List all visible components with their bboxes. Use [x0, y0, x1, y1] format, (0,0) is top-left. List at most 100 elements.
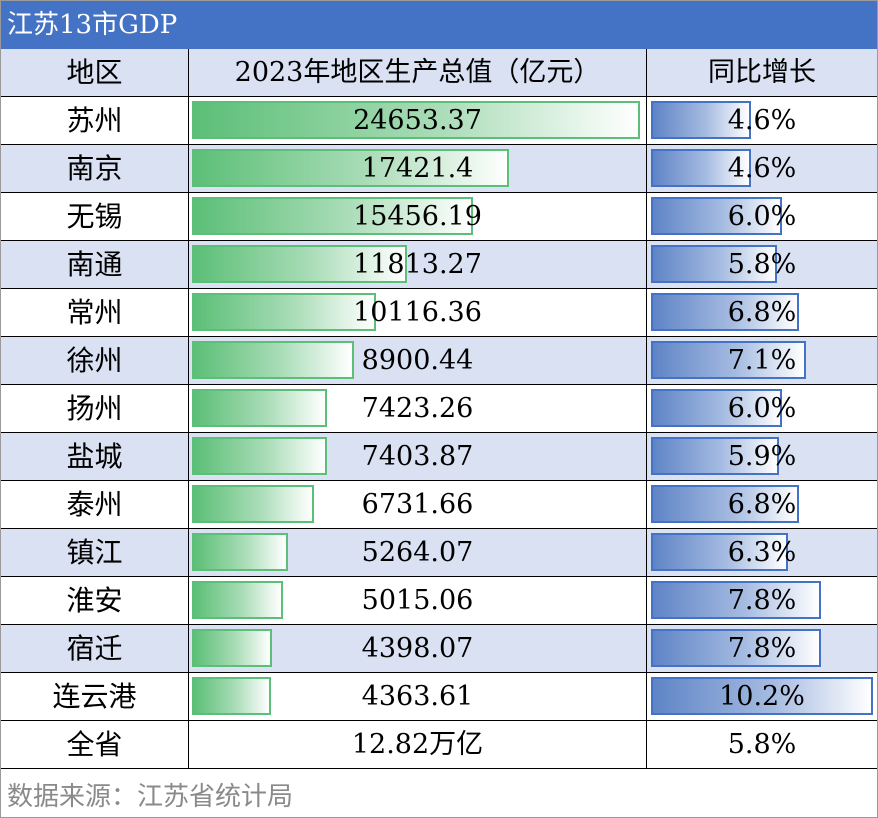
gdp-value: 8900.44	[361, 345, 474, 376]
growth-cell: 6.3%	[647, 529, 877, 577]
gdp-cell: 24653.37	[189, 97, 647, 145]
growth-cell: 7.8%	[647, 625, 877, 673]
gdp-bar	[192, 437, 327, 475]
table-row: 南通 11813.27 5.8%	[1, 241, 877, 289]
growth-bar	[651, 293, 799, 331]
gdp-value: 5264.07	[361, 537, 474, 568]
region-name: 无锡	[66, 200, 123, 233]
growth-bar	[651, 197, 782, 235]
source-note: 数据来源：江苏省统计局	[7, 782, 294, 812]
header-cell-region: 地区	[1, 49, 189, 97]
growth-bar	[651, 101, 751, 139]
table-row: 淮安 5015.06 7.8%	[1, 577, 877, 625]
growth-cell: 10.2%	[647, 673, 877, 721]
growth-bar	[651, 149, 751, 187]
region-name: 淮安	[66, 584, 123, 617]
growth-value: 6.3%	[727, 537, 797, 568]
growth-bar	[651, 485, 799, 523]
table-row: 镇江 5264.07 6.3%	[1, 529, 877, 577]
header-gdp-label: 2023年地区生产总值（亿元）	[234, 57, 601, 88]
growth-value: 6.0%	[727, 393, 797, 424]
gdp-value: 10116.36	[353, 297, 482, 328]
gdp-cell: 4363.61	[189, 673, 647, 721]
total-gdp-value: 12.82万亿	[351, 729, 484, 760]
growth-cell: 4.6%	[647, 97, 877, 145]
region-name: 泰州	[66, 488, 123, 521]
gdp-cell: 5264.07	[189, 529, 647, 577]
region-name: 扬州	[66, 392, 123, 425]
gdp-value: 4363.61	[361, 681, 474, 712]
growth-value: 7.1%	[727, 345, 797, 376]
region-cell: 镇江	[1, 529, 189, 577]
growth-bar	[651, 581, 821, 619]
growth-bar	[651, 629, 821, 667]
gdp-value: 11813.27	[353, 249, 482, 280]
title-bar: 江苏13市GDP	[1, 1, 877, 49]
growth-cell: 6.8%	[647, 481, 877, 529]
header-cell-growth: 同比增长	[647, 49, 877, 97]
region-cell: 南京	[1, 145, 189, 193]
growth-value: 4.6%	[727, 105, 797, 136]
growth-bar	[651, 533, 788, 571]
gdp-cell: 10116.36	[189, 289, 647, 337]
region-cell: 淮安	[1, 577, 189, 625]
gdp-value: 4398.07	[361, 633, 474, 664]
region-cell: 宿迁	[1, 625, 189, 673]
growth-bar	[651, 245, 777, 283]
region-name: 镇江	[66, 536, 123, 569]
gdp-value: 7403.87	[361, 441, 474, 472]
growth-value: 6.8%	[727, 297, 797, 328]
gdp-value: 15456.19	[353, 201, 482, 232]
gdp-cell: 7423.26	[189, 385, 647, 433]
total-cell-gdp: 12.82万亿	[189, 721, 647, 769]
gdp-bar	[192, 101, 640, 139]
region-cell: 南通	[1, 241, 189, 289]
gdp-cell: 17421.4	[189, 145, 647, 193]
region-cell: 苏州	[1, 97, 189, 145]
table-row: 盐城 7403.87 5.9%	[1, 433, 877, 481]
gdp-cell: 5015.06	[189, 577, 647, 625]
region-cell: 连云港	[1, 673, 189, 721]
header-cell-gdp: 2023年地区生产总值（亿元）	[189, 49, 647, 97]
table-row: 泰州 6731.66 6.8%	[1, 481, 877, 529]
total-row: 全省 12.82万亿 5.8%	[1, 721, 877, 769]
table-title: 江苏13市GDP	[7, 10, 178, 40]
growth-cell: 4.6%	[647, 145, 877, 193]
gdp-bar	[192, 341, 354, 379]
total-cell-label: 全省	[1, 721, 189, 769]
region-cell: 泰州	[1, 481, 189, 529]
gdp-cell: 6731.66	[189, 481, 647, 529]
gdp-bar	[192, 677, 271, 715]
table-row: 苏州 24653.37 4.6%	[1, 97, 877, 145]
gdp-value: 24653.37	[353, 105, 482, 136]
growth-value: 7.8%	[727, 585, 797, 616]
region-name: 连云港	[52, 680, 137, 713]
total-label: 全省	[66, 728, 123, 761]
header-row: 地区 2023年地区生产总值（亿元） 同比增长	[1, 49, 877, 97]
growth-cell: 5.8%	[647, 241, 877, 289]
region-cell: 常州	[1, 289, 189, 337]
gdp-value: 7423.26	[361, 393, 474, 424]
gdp-bar	[192, 245, 407, 283]
gdp-cell: 7403.87	[189, 433, 647, 481]
growth-cell: 6.8%	[647, 289, 877, 337]
gdp-cell: 11813.27	[189, 241, 647, 289]
region-name: 南京	[66, 152, 123, 185]
region-name: 南通	[66, 248, 123, 281]
gdp-bar	[192, 197, 473, 235]
growth-value: 5.9%	[727, 441, 797, 472]
gdp-bar	[192, 389, 327, 427]
region-name: 常州	[66, 296, 123, 329]
growth-cell: 5.9%	[647, 433, 877, 481]
gdp-cell: 8900.44	[189, 337, 647, 385]
region-cell: 扬州	[1, 385, 189, 433]
gdp-bar	[192, 533, 288, 571]
table-row: 无锡 15456.19 6.0%	[1, 193, 877, 241]
gdp-bar	[192, 581, 283, 619]
gdp-bar	[192, 485, 314, 523]
growth-value: 10.2%	[719, 681, 805, 712]
table-row: 常州 10116.36 6.8%	[1, 289, 877, 337]
growth-value: 7.8%	[727, 633, 797, 664]
total-growth-value: 5.8%	[727, 729, 797, 760]
